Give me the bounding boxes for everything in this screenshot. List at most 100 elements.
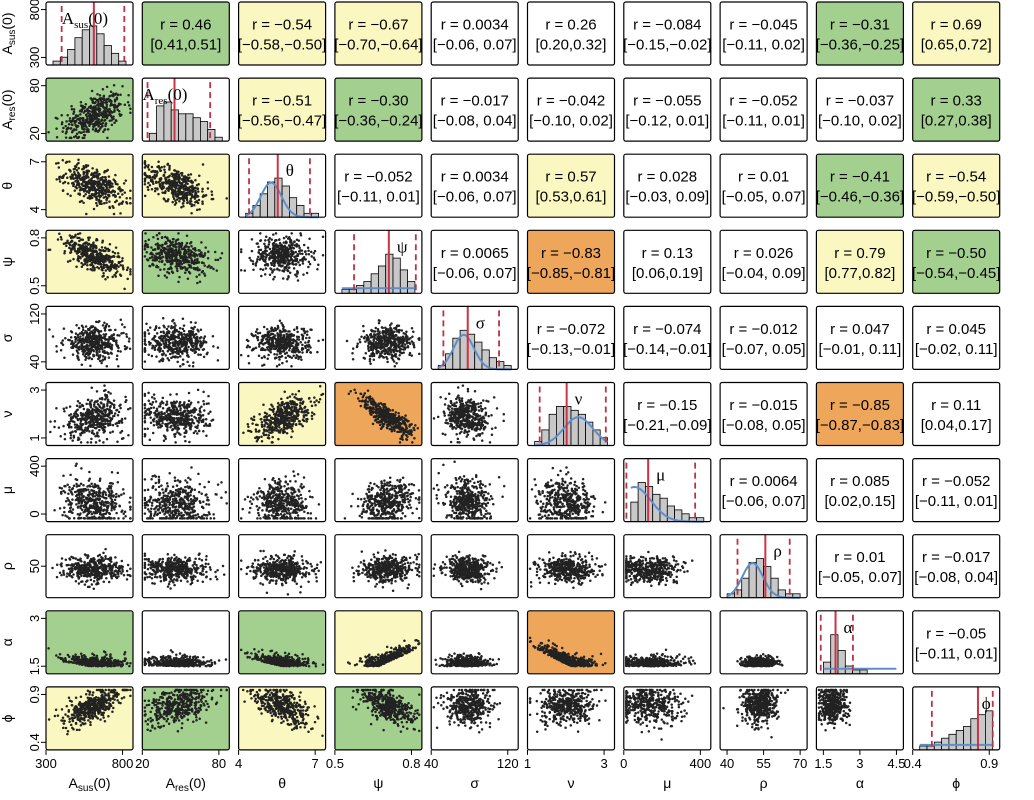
- scatter-point: [195, 341, 199, 345]
- scatter-point: [59, 435, 62, 438]
- scatter-point: [195, 344, 198, 347]
- scatter-point: [80, 126, 84, 129]
- scatter-point: [163, 246, 166, 250]
- scatter-point: [308, 237, 311, 241]
- scatter-point: [198, 208, 201, 211]
- scatter-point: [144, 164, 148, 167]
- scatter-point: [82, 111, 86, 114]
- scatter-point: [48, 248, 52, 251]
- scatter-point: [273, 247, 276, 251]
- corr-ci: [0.77,0.82]: [824, 265, 895, 282]
- scatter-point: [94, 127, 98, 131]
- scatter-point: [290, 243, 294, 247]
- scatter-point: [61, 339, 65, 342]
- corr-bg: [720, 78, 808, 142]
- scatter-point: [109, 256, 112, 260]
- scatter-point: [95, 353, 98, 357]
- scatter-point: [307, 249, 310, 252]
- scatter-point: [102, 266, 106, 270]
- scatter-point: [120, 418, 124, 421]
- scatter-point: [158, 244, 161, 247]
- scatter-point: [267, 345, 271, 348]
- scatter-point: [281, 277, 285, 280]
- scatter-point: [75, 343, 79, 346]
- scatter-point: [57, 166, 61, 169]
- corr-ci: [−0.08, 0.04]: [433, 113, 517, 130]
- cell-2-9: r = −0.54[−0.59,−0.50]: [912, 153, 1000, 218]
- scatter-point: [95, 116, 98, 119]
- scatter-point: [177, 280, 180, 284]
- scatter-point: [367, 347, 370, 350]
- corr-value: r = 0.69: [931, 17, 982, 34]
- scatter-point: [267, 330, 271, 333]
- scatter-point: [110, 190, 114, 194]
- scatter-point: [175, 267, 179, 270]
- scatter-point: [109, 181, 112, 184]
- scatter-point: [201, 348, 205, 351]
- scatter-point: [264, 235, 268, 238]
- scatter-point: [167, 250, 171, 254]
- scatter-point: [306, 246, 310, 250]
- scatter-point: [89, 441, 93, 444]
- scatter-point: [71, 353, 75, 356]
- scatter-point: [100, 104, 103, 107]
- scatter-point: [167, 180, 171, 183]
- scatter-point: [114, 200, 117, 204]
- scatter-point: [387, 338, 390, 342]
- scatter-point: [261, 342, 264, 346]
- scatter-point: [292, 351, 295, 354]
- scatter-point: [161, 317, 165, 320]
- hist-frame: [45, 1, 134, 66]
- scatter-point: [288, 333, 291, 337]
- scatter-point: [271, 271, 274, 274]
- scatter-point: [277, 355, 281, 359]
- scatter-point: [382, 346, 386, 349]
- scatter-point: [176, 251, 180, 254]
- scatter-point: [362, 329, 365, 333]
- scatter-point: [292, 263, 295, 266]
- scatter-point: [398, 353, 401, 357]
- cell-0-4: r = 0.0034[−0.06, 0.07]: [430, 1, 519, 66]
- scatter-point: [166, 176, 170, 179]
- scatter-point: [61, 189, 65, 192]
- scatter-point: [202, 355, 206, 359]
- scatter-point: [351, 347, 355, 350]
- scatter-point: [261, 256, 264, 259]
- scatter-point: [92, 182, 96, 186]
- scatter-point: [78, 192, 81, 196]
- scatter-point: [123, 417, 127, 420]
- scatter-point: [107, 249, 110, 253]
- scatter-point: [366, 339, 369, 342]
- scatter-point: [144, 240, 147, 243]
- scatter-point: [386, 352, 390, 356]
- scatter-point: [151, 170, 154, 173]
- scatter-point: [369, 336, 373, 339]
- scatter-point: [70, 123, 74, 126]
- scatter-point: [116, 183, 119, 186]
- scatter-point: [95, 339, 98, 342]
- scatter-point: [123, 191, 127, 194]
- scatter-point: [86, 409, 89, 413]
- scatter-point: [117, 410, 121, 414]
- scatter-point: [197, 198, 201, 202]
- scatter-point: [386, 357, 389, 360]
- scatter-point: [85, 337, 88, 340]
- corr-value: r = −0.54: [926, 169, 986, 186]
- scatter-point: [306, 330, 309, 333]
- scatter-point: [101, 179, 105, 183]
- scatter-point: [103, 128, 107, 131]
- scatter-point: [82, 130, 86, 133]
- scatter-point: [99, 98, 103, 102]
- scatter-point: [186, 277, 190, 281]
- scatter-point: [129, 189, 132, 192]
- scatter-point: [174, 172, 177, 176]
- scatter-point: [92, 97, 95, 101]
- scatter-point: [264, 260, 267, 264]
- scatter-point: [91, 419, 95, 423]
- scatter-point: [109, 423, 112, 427]
- scatter-point: [68, 136, 72, 140]
- scatter-point: [195, 267, 198, 271]
- scatter-point: [305, 336, 308, 340]
- scatter-point: [169, 266, 172, 269]
